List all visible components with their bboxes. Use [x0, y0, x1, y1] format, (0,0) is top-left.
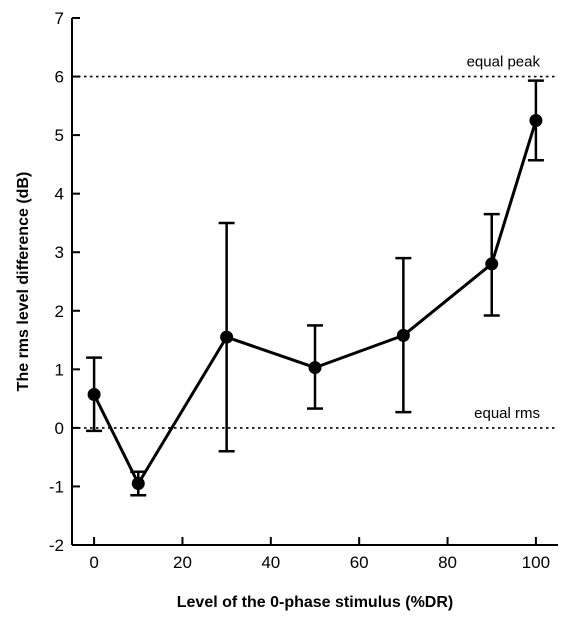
x-tick-label: 20	[173, 553, 192, 572]
y-axis-title: The rms level difference (dB)	[15, 172, 32, 392]
data-point	[308, 361, 322, 375]
x-tick-label: 100	[522, 553, 550, 572]
data-point	[220, 330, 234, 344]
x-tick-label: 40	[261, 553, 280, 572]
x-tick-label: 60	[350, 553, 369, 572]
y-ticks: -2 -1 0 1 2 3 4 5 6 7	[49, 9, 80, 555]
data-points	[87, 113, 543, 491]
data-point	[529, 113, 543, 127]
data-point	[87, 388, 101, 402]
x-tick-label: 80	[438, 553, 457, 572]
series-line	[92, 120, 538, 485]
x-ticks: 0 20 40 60 80 100	[89, 537, 550, 572]
y-tick-label: -1	[49, 477, 64, 496]
x-tick-label: 0	[89, 553, 98, 572]
y-tick-label: 7	[55, 9, 64, 28]
y-tick-label: 5	[55, 126, 64, 145]
data-point	[396, 328, 410, 342]
plot-area: equal peak equal rms	[72, 54, 558, 497]
reference-label-equal-peak: equal peak	[467, 54, 541, 71]
y-tick-label: 4	[55, 185, 64, 204]
data-point	[131, 477, 145, 491]
y-tick-label: 6	[55, 68, 64, 87]
y-tick-label: 2	[55, 302, 64, 321]
y-tick-label: -2	[49, 536, 64, 555]
x-axis-title: Level of the 0-phase stimulus (%DR)	[177, 594, 454, 611]
y-tick-label: 3	[55, 243, 64, 262]
reference-label-equal-rms: equal rms	[474, 405, 540, 422]
y-tick-label: 0	[55, 419, 64, 438]
error-bars	[86, 79, 544, 497]
data-point	[485, 257, 499, 271]
y-tick-label: 1	[55, 360, 64, 379]
